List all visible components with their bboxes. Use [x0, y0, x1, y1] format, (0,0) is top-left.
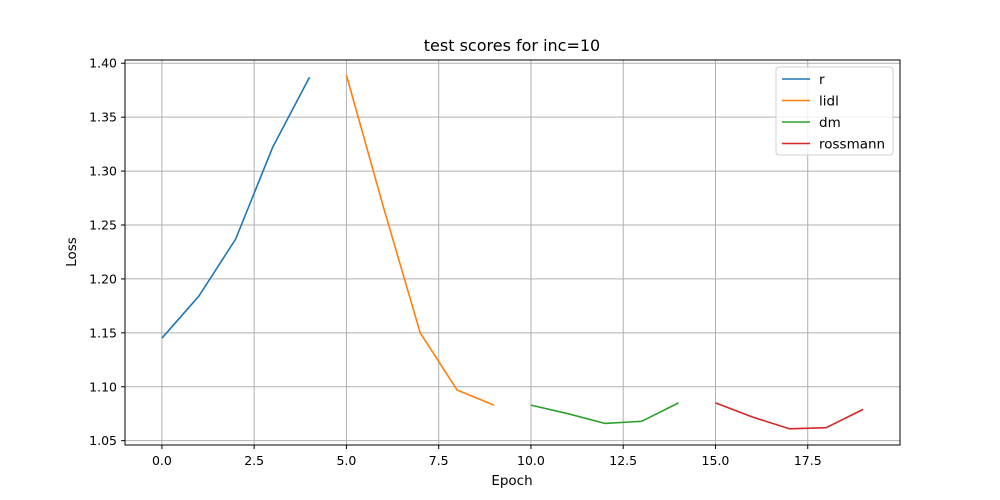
x-tick-label: 10.0	[517, 453, 545, 468]
series-line-r	[161, 76, 311, 339]
chart-title: test scores for inc=10	[424, 36, 600, 55]
y-tick-label: 1.15	[89, 325, 117, 340]
x-tick-label: 5.0	[336, 453, 356, 468]
series-line-dm	[530, 402, 679, 425]
series-line-lidl	[345, 74, 495, 406]
y-tick-label: 1.40	[89, 56, 117, 71]
x-tick-label: 17.5	[794, 453, 822, 468]
legend-label-lidl: lidl	[819, 94, 839, 110]
legend-label-dm: dm	[819, 115, 841, 131]
y-tick-label: 1.30	[89, 164, 117, 179]
legend-label-r: r	[819, 72, 825, 88]
x-tick-label: 2.5	[244, 453, 264, 468]
y-tick-label: 1.25	[89, 218, 117, 233]
series-line-rossmann	[715, 402, 864, 430]
x-tick-label: 7.5	[429, 453, 449, 468]
plot-frame	[124, 59, 901, 446]
legend: r lidl dm rossmann	[775, 66, 894, 156]
y-tick-label: 1.35	[89, 110, 117, 125]
x-axis-label: Epoch	[491, 473, 532, 489]
legend-box	[775, 66, 894, 156]
x-tick-label: 12.5	[609, 453, 637, 468]
y-tick-label: 1.05	[89, 433, 117, 448]
grid	[125, 60, 900, 445]
axis-ticks: 0.0 2.5 5.0 7.5 10.0 12.5 15.0 17.5 1.05 1.10 1.15…	[89, 56, 822, 468]
series-lines	[161, 74, 864, 430]
y-axis-label: Loss	[64, 237, 80, 267]
y-tick-label: 1.10	[89, 379, 117, 394]
legend-label-rossmann: rossmann	[819, 137, 885, 153]
x-tick-label: 0.0	[152, 453, 172, 468]
y-tick-label: 1.20	[89, 271, 117, 286]
x-tick-label: 15.0	[702, 453, 730, 468]
